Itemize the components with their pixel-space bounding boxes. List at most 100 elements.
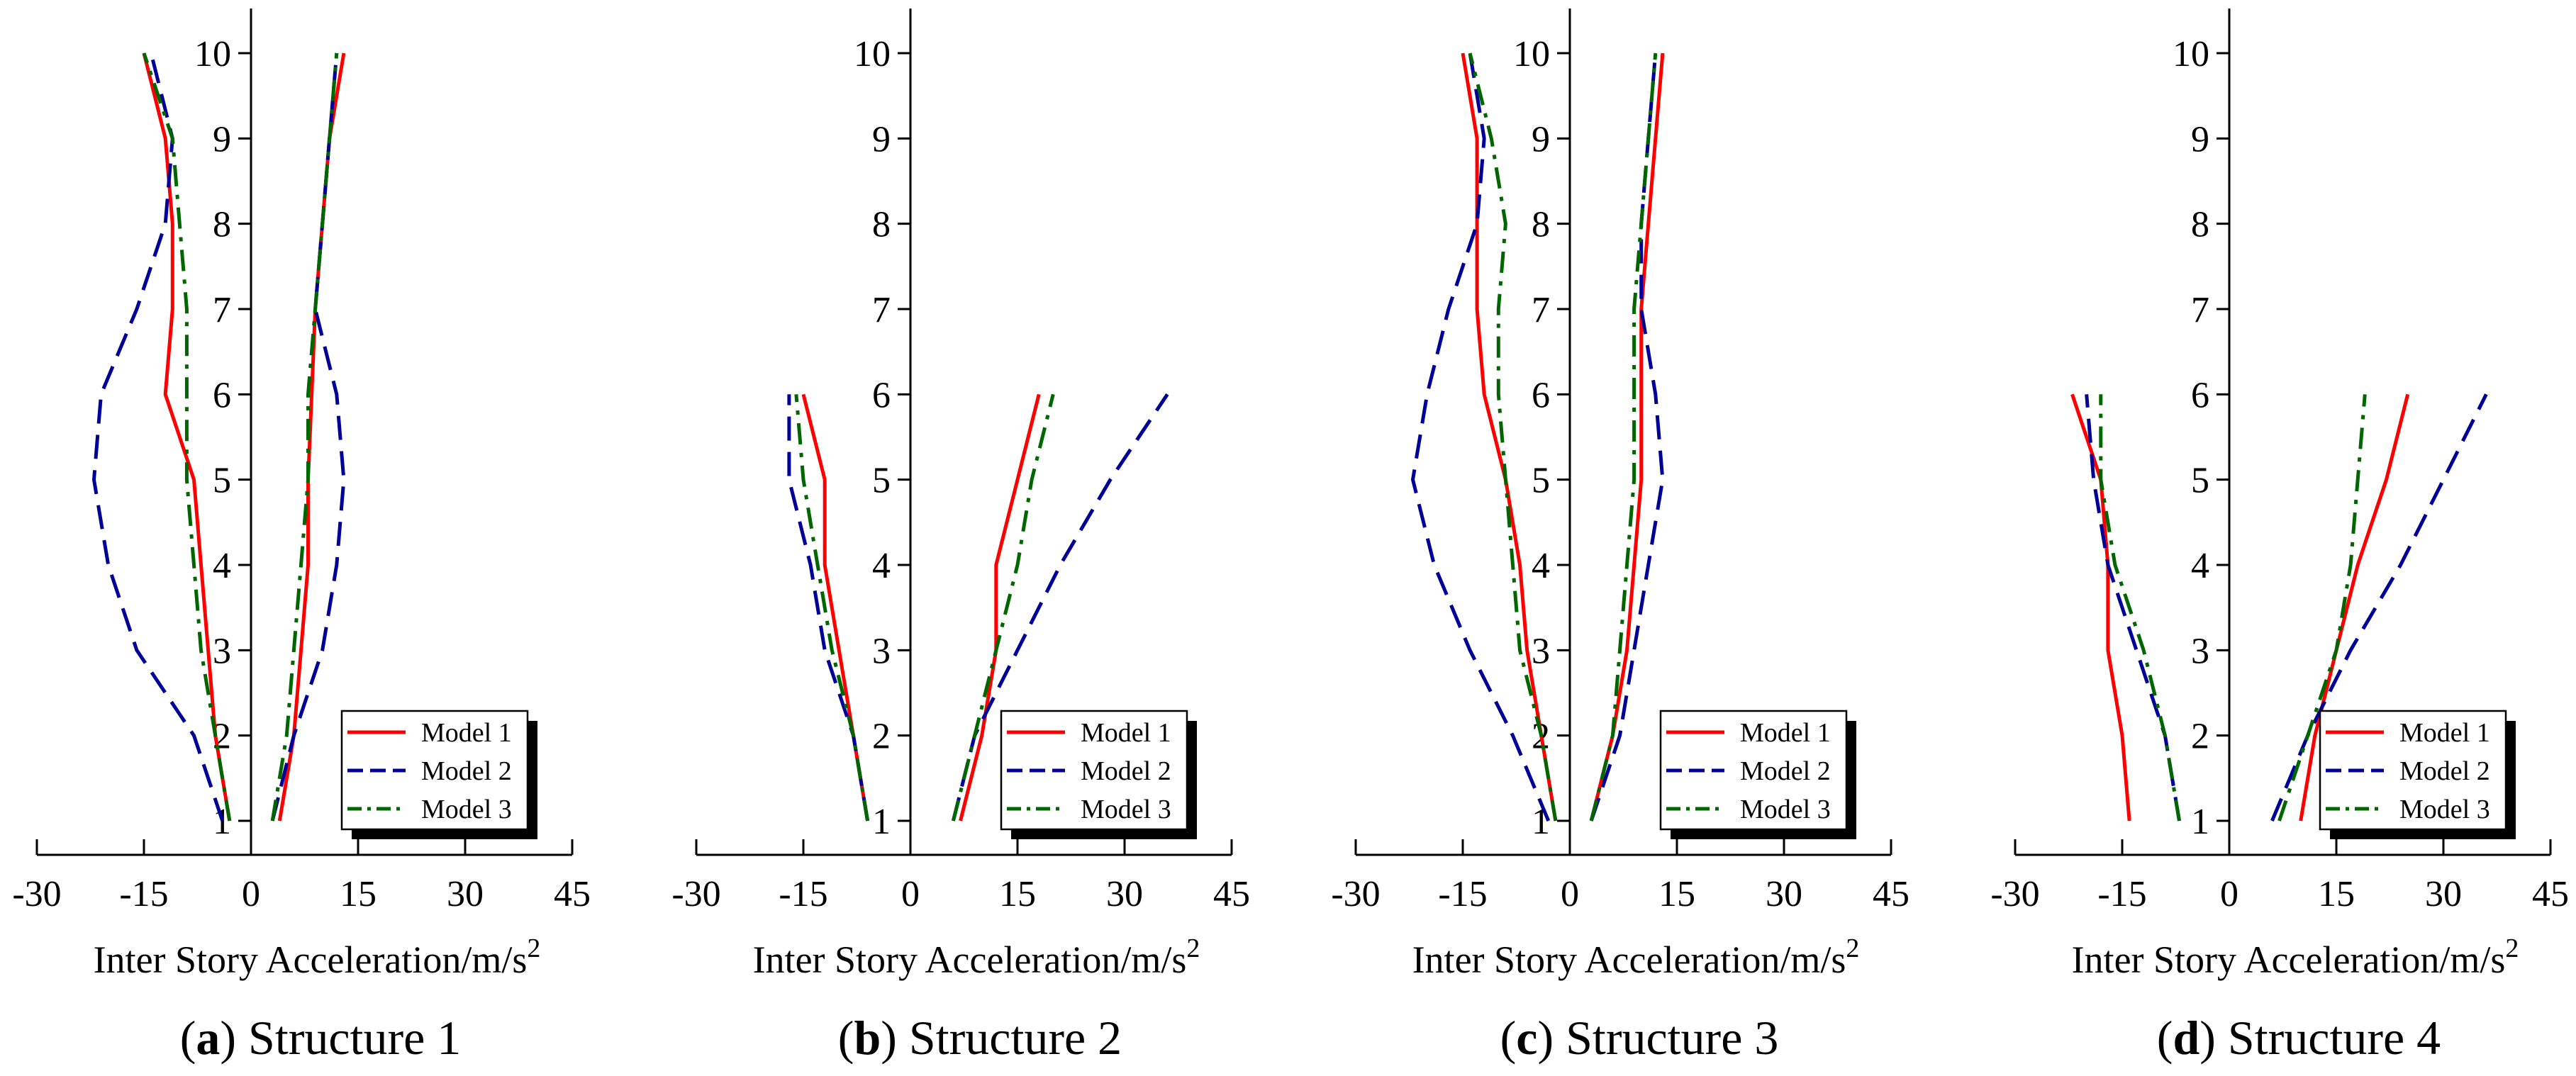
series-model-3-pos bbox=[2277, 394, 2367, 822]
y-tick-label: 9 bbox=[213, 119, 231, 159]
y-tick-label: 3 bbox=[213, 631, 231, 671]
y-tick-label: 6 bbox=[872, 375, 891, 415]
x-tick-label: 45 bbox=[2532, 874, 2569, 914]
series-model-3-neg bbox=[794, 394, 870, 822]
x-tick-label: 30 bbox=[447, 874, 484, 914]
y-tick-label: 7 bbox=[2191, 290, 2209, 330]
x-tick-label: 15 bbox=[2318, 874, 2355, 914]
y-tick-label: 8 bbox=[213, 205, 231, 245]
y-tick-label: 4 bbox=[2191, 546, 2209, 586]
series-model-2-neg bbox=[787, 394, 870, 822]
panel-caption: (c) Structure 3 bbox=[1500, 1011, 1779, 1065]
legend-label: Model 3 bbox=[2399, 795, 2490, 824]
legend-label: Model 1 bbox=[1081, 718, 1171, 748]
legend-label: Model 2 bbox=[421, 756, 512, 786]
series-model-1-neg bbox=[801, 393, 870, 822]
y-tick-label: 1 bbox=[2191, 802, 2209, 842]
x-tick-label: -30 bbox=[1990, 874, 2039, 914]
legend-label: Model 2 bbox=[1081, 756, 1171, 786]
y-tick-label: 10 bbox=[194, 34, 231, 74]
y-tick-label: 9 bbox=[872, 119, 891, 159]
y-tick-label: 9 bbox=[1532, 119, 1550, 159]
x-tick-label: -30 bbox=[12, 874, 61, 914]
legend-label: Model 1 bbox=[2399, 718, 2490, 748]
y-tick-label: 7 bbox=[213, 290, 231, 330]
y-tick-label: 3 bbox=[872, 631, 891, 671]
x-tick-label: 30 bbox=[1106, 874, 1143, 914]
x-tick-label: -15 bbox=[1438, 874, 1487, 914]
x-tick-label: 30 bbox=[2425, 874, 2462, 914]
x-axis-label: Inter Story Acceleration/m/s2 bbox=[1412, 934, 1860, 981]
series-model-3-pos bbox=[1589, 52, 1658, 822]
y-tick-label: 6 bbox=[2191, 375, 2209, 415]
series-model-2-neg bbox=[92, 52, 225, 822]
x-tick-label: -30 bbox=[1331, 874, 1380, 914]
series-model-3-pos bbox=[951, 393, 1055, 822]
series-model-2-neg bbox=[1411, 52, 1551, 822]
series-model-3-pos bbox=[270, 52, 339, 822]
y-tick-label: 6 bbox=[213, 375, 231, 415]
y-tick-label: 5 bbox=[213, 461, 231, 501]
x-tick-label: 15 bbox=[999, 874, 1036, 914]
x-tick-label: 15 bbox=[1658, 874, 1695, 914]
y-tick-label: 5 bbox=[2191, 461, 2209, 501]
y-tick-label: 4 bbox=[213, 546, 231, 586]
y-tick-label: 8 bbox=[872, 205, 891, 245]
panel-caption: (b) Structure 2 bbox=[838, 1011, 1122, 1065]
y-tick-label: 4 bbox=[1532, 546, 1550, 586]
x-tick-label: 0 bbox=[2220, 874, 2238, 914]
x-tick-label: 0 bbox=[242, 874, 260, 914]
y-tick-label: 6 bbox=[1532, 375, 1550, 415]
legend-label: Model 1 bbox=[1740, 718, 1831, 748]
panel-caption: (d) Structure 4 bbox=[2157, 1011, 2441, 1065]
y-tick-label: 2 bbox=[2191, 717, 2209, 757]
y-tick-label: 3 bbox=[1532, 631, 1550, 671]
x-tick-label: 45 bbox=[554, 874, 591, 914]
y-tick-label: 2 bbox=[872, 717, 891, 757]
x-tick-label: 0 bbox=[1561, 874, 1579, 914]
y-tick-label: 4 bbox=[872, 546, 891, 586]
x-tick-label: 15 bbox=[340, 874, 377, 914]
series-model-1-pos bbox=[1589, 52, 1665, 822]
y-tick-label: 9 bbox=[2191, 119, 2209, 159]
y-tick-label: 5 bbox=[1532, 461, 1550, 501]
y-tick-label: 8 bbox=[2191, 205, 2209, 245]
legend-label: Model 3 bbox=[1740, 795, 1831, 824]
x-axis-label: Inter Story Acceleration/m/s2 bbox=[2072, 934, 2519, 981]
legend-label: Model 1 bbox=[421, 718, 512, 748]
x-tick-label: -15 bbox=[779, 874, 827, 914]
legend: Model 1 Model 2 Model 3 bbox=[1659, 710, 1856, 839]
legend: Model 1 Model 2 Model 3 bbox=[340, 710, 537, 839]
x-tick-label: 45 bbox=[1213, 874, 1250, 914]
series-model-3-neg bbox=[142, 52, 232, 822]
x-axis-label: Inter Story Acceleration/m/s2 bbox=[753, 934, 1200, 981]
y-tick-label: 7 bbox=[872, 290, 891, 330]
series-model-1-neg bbox=[2070, 393, 2131, 822]
legend-label: Model 2 bbox=[2399, 756, 2490, 786]
y-tick-label: 1 bbox=[1532, 802, 1550, 842]
series-model-3-neg bbox=[1468, 52, 1558, 822]
y-tick-label: 5 bbox=[872, 461, 891, 501]
y-tick-label: 7 bbox=[1532, 290, 1550, 330]
y-tick-label: 10 bbox=[1513, 34, 1550, 74]
series-model-1-pos bbox=[2299, 393, 2410, 822]
y-tick-label: 1 bbox=[872, 802, 891, 842]
x-axis-label: Inter Story Acceleration/m/s2 bbox=[94, 934, 541, 981]
y-tick-label: 8 bbox=[1532, 205, 1550, 245]
x-tick-label: -15 bbox=[119, 874, 168, 914]
series-model-1-pos bbox=[959, 393, 1041, 822]
x-tick-label: 30 bbox=[1766, 874, 1802, 914]
series-model-3-neg bbox=[2099, 394, 2181, 822]
x-tick-label: 0 bbox=[901, 874, 920, 914]
x-tick-label: -15 bbox=[2097, 874, 2146, 914]
legend-label: Model 2 bbox=[1740, 756, 1831, 786]
y-tick-label: 10 bbox=[2173, 34, 2209, 74]
series-model-1-neg bbox=[1461, 52, 1558, 822]
panel-caption: (a) Structure 1 bbox=[180, 1011, 462, 1065]
series-model-2-neg bbox=[2085, 394, 2181, 822]
